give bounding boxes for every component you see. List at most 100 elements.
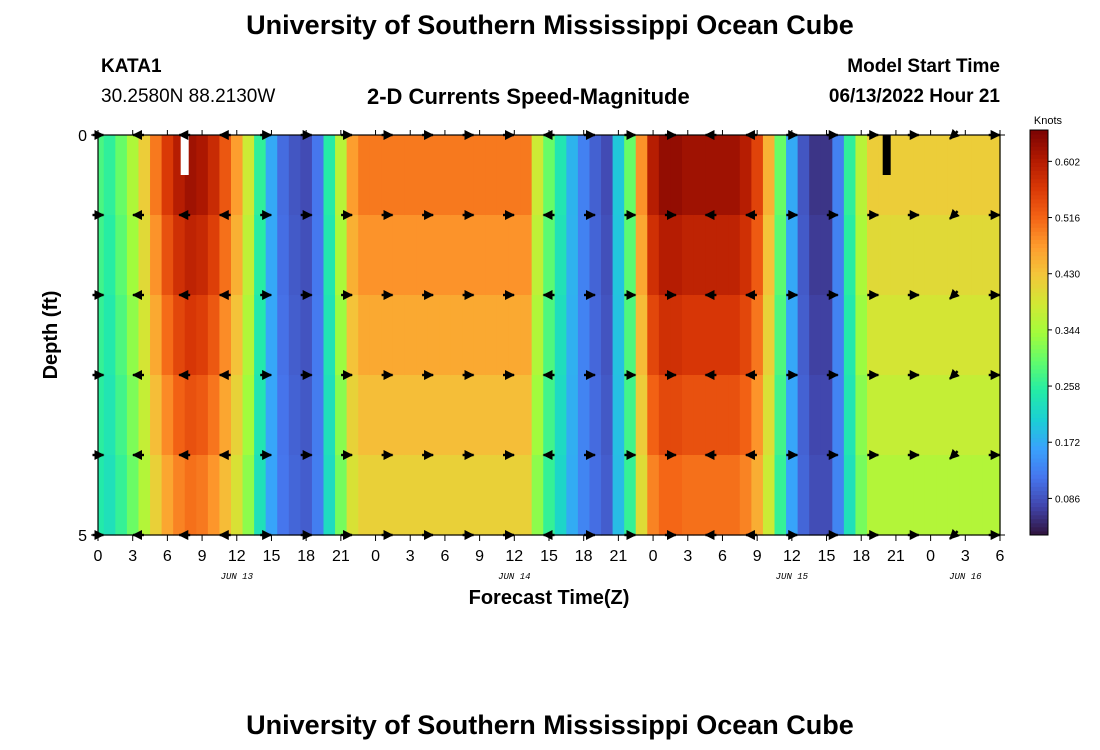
colorbar-frame (1029, 129, 1049, 536)
heatmap-cell (612, 375, 625, 456)
heatmap-cell (786, 135, 799, 216)
heatmap-cell (161, 455, 174, 536)
heatmap-cell (705, 455, 718, 536)
colorbar-segment (1030, 186, 1048, 192)
heatmap-cell (462, 375, 475, 456)
heatmap-cell (982, 375, 995, 456)
heatmap-cell (878, 455, 891, 536)
heatmap-cell (381, 375, 394, 456)
heatmap-cell (843, 295, 857, 376)
colorbar-segment (1030, 292, 1048, 297)
colorbar-label: Knots (1034, 115, 1063, 127)
heatmap-cell (994, 135, 1001, 216)
missing-data-cell (882, 135, 891, 175)
heatmap-cell (635, 375, 648, 456)
heatmap-cell (392, 135, 406, 216)
colorbar-segment (1030, 417, 1048, 423)
heatmap-cell (820, 375, 833, 456)
heatmap-cell (994, 295, 1001, 376)
colorbar-segment (1030, 134, 1048, 139)
heatmap-cell (207, 455, 221, 536)
heatmap-cell (867, 135, 880, 216)
heatmap-cell (150, 135, 163, 216)
heatmap-cell (924, 215, 937, 296)
x-tick-label: 21 (887, 548, 905, 565)
heatmap-cell (392, 215, 406, 296)
x-tick-label: 18 (297, 548, 315, 565)
heatmap-cell (543, 375, 556, 456)
heatmap-cell (693, 455, 706, 536)
missing-data-cell (180, 135, 189, 175)
heatmap-cell (207, 135, 221, 216)
colorbar-segment (1030, 138, 1048, 143)
colorbar-segment (1030, 385, 1048, 390)
heatmap-cell (496, 135, 510, 216)
heatmap-cell (242, 215, 255, 296)
heatmap-cell (681, 135, 695, 216)
colorbar-segment (1030, 142, 1048, 147)
x-tick-label: 15 (540, 548, 558, 565)
heatmap-cell (520, 215, 533, 296)
x-tick-label: 12 (505, 548, 523, 565)
heatmap-cell (670, 295, 683, 376)
heatmap-cell (126, 295, 140, 376)
colorbar-segment (1030, 340, 1048, 346)
heatmap-cell (624, 455, 637, 536)
colorbar-segment (1030, 182, 1048, 188)
heatmap-cell (924, 135, 937, 216)
heatmap-cell (462, 215, 475, 296)
heatmap-cell (173, 295, 186, 376)
colorbar-segment (1030, 251, 1048, 257)
colorbar-segment (1030, 397, 1048, 402)
heatmap-cell (728, 295, 741, 376)
colorbar-segment (1030, 150, 1048, 155)
heatmap-cell (358, 295, 371, 376)
heatmap-cell (277, 215, 290, 296)
heatmap-cell (531, 295, 544, 376)
heatmap-cell (739, 295, 752, 376)
heatmap-cell (369, 375, 382, 456)
x-tick-label: 0 (371, 548, 380, 565)
heatmap-cell (254, 215, 267, 296)
heatmap-cell (716, 215, 729, 296)
heatmap-cell (890, 135, 903, 216)
colorbar-tick-label: 0.516 (1055, 214, 1080, 225)
heatmap-cell (508, 455, 521, 536)
heatmap-cell (624, 135, 637, 216)
colorbar-segment (1030, 198, 1048, 204)
heatmap-cell (982, 455, 995, 536)
heatmap-cell (739, 375, 752, 456)
heatmap-cell (797, 375, 810, 456)
colorbar-segment (1030, 332, 1048, 338)
colorbar-segment (1030, 166, 1048, 171)
heatmap-cell (566, 375, 579, 456)
heatmap-cell (577, 375, 591, 456)
colorbar-segment (1030, 389, 1048, 394)
heatmap-cell (577, 215, 591, 296)
heatmap-cell (184, 215, 197, 296)
heatmap-cell (427, 135, 440, 216)
heatmap-cell (670, 375, 683, 456)
heatmap-cell (947, 375, 961, 456)
heatmap-cell (751, 295, 764, 376)
heatmap-cell (358, 455, 371, 536)
heatmap-cell (913, 135, 926, 216)
colorbar-segment (1030, 146, 1048, 151)
heatmap-cell (589, 295, 602, 376)
heatmap-cell (566, 455, 579, 536)
colorbar-segment (1030, 466, 1048, 471)
heatmap-cell (959, 215, 972, 296)
heatmap-cell (890, 295, 903, 376)
heatmap-cell (589, 215, 602, 296)
colorbar-segment (1030, 154, 1048, 159)
heatmap-cell (427, 295, 440, 376)
heatmap-cell (751, 375, 764, 456)
heatmap-cell (762, 295, 776, 376)
heatmap-cell (543, 135, 556, 216)
heatmap-cell (404, 295, 417, 376)
colorbar-segment (1030, 279, 1048, 285)
heatmap-cell (924, 295, 937, 376)
heatmap-cell (647, 295, 660, 376)
colorbar-segment (1030, 364, 1048, 370)
colorbar: 0.602 0.516 0.430 0.344 0.258 0.172 0.086 (1029, 129, 1080, 536)
